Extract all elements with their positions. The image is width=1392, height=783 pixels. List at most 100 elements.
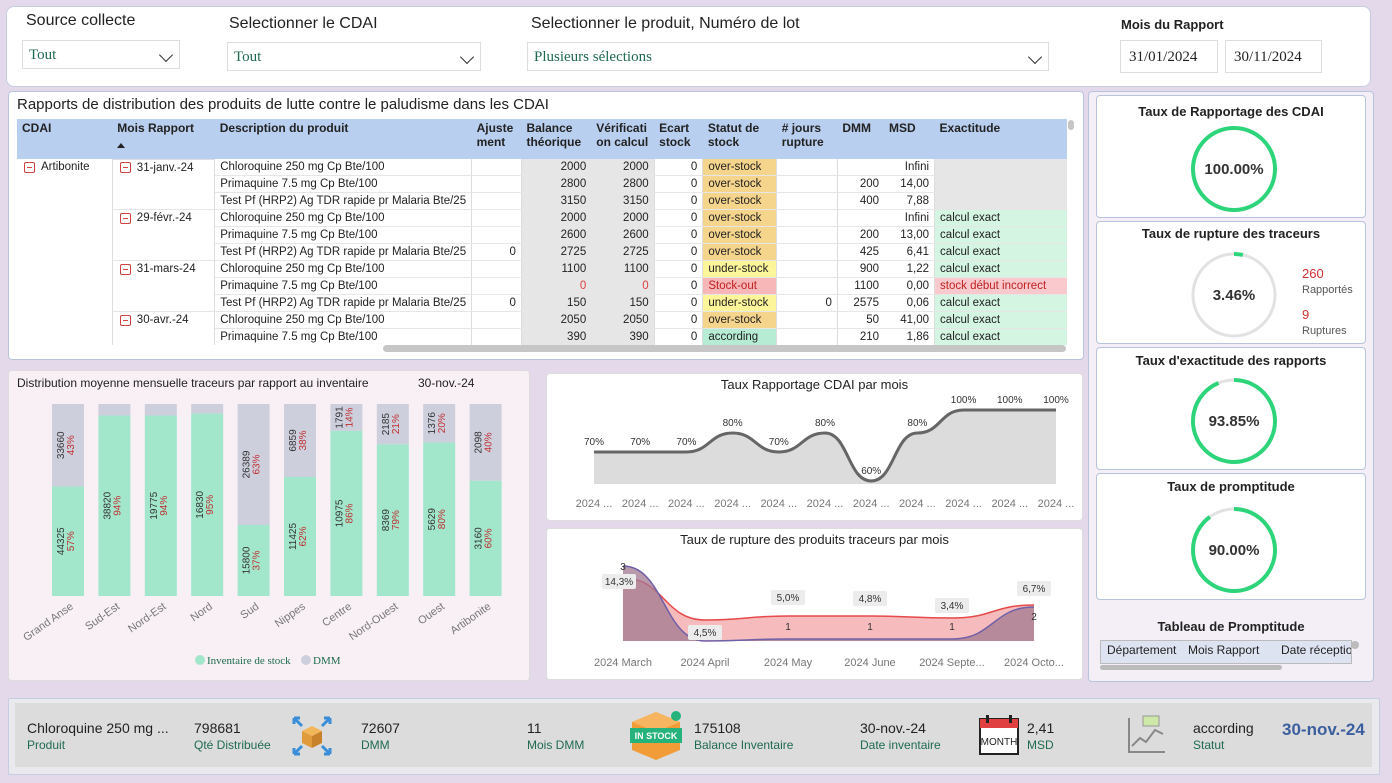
col-header[interactable]: Description du produit — [214, 119, 472, 159]
chevron-down-icon — [158, 47, 174, 63]
exactitude-cell — [934, 175, 1067, 193]
adjust-cell: 0 — [471, 243, 522, 261]
bar-inventaire[interactable] — [52, 486, 84, 596]
month-cell — [111, 243, 216, 261]
col-header[interactable]: Ecart stock — [654, 119, 703, 159]
start-date-input[interactable]: 31/01/2024 — [1120, 40, 1218, 73]
month-cell — [111, 175, 216, 193]
collapse-icon[interactable] — [119, 161, 131, 173]
dmm-label: 2098 — [474, 431, 485, 454]
bar-inventaire[interactable] — [191, 413, 224, 596]
product-dropdown-value: Plusieurs sélections — [534, 49, 652, 65]
table-row: 30-avr.-24 Chloroquine 250 mg Cp Bte/100 2… — [17, 311, 1067, 329]
col-header[interactable]: Mois Rapport — [112, 119, 215, 159]
dmm-cell: 50 — [837, 311, 885, 329]
ring-progress — [1233, 252, 1244, 257]
bar-inventaire[interactable] — [144, 415, 177, 596]
bar-dmm[interactable] — [52, 404, 84, 487]
bar-dmm[interactable] — [284, 404, 316, 477]
rupture-days-cell — [776, 311, 838, 329]
end-date-input[interactable]: 30/11/2024 — [1225, 40, 1322, 73]
balance-cell: 1100 — [521, 260, 592, 278]
bar-inventaire[interactable] — [376, 444, 409, 596]
dmm-cell: 200 — [837, 226, 885, 244]
chevron-down-icon — [459, 49, 475, 65]
bar-dmm[interactable] — [237, 404, 270, 525]
bar-dmm[interactable] — [144, 404, 177, 416]
col-header[interactable]: # jours rupture — [776, 119, 838, 159]
col-header[interactable]: DMM — [837, 119, 885, 159]
bar-dmm[interactable] — [423, 404, 456, 443]
collapse-icon[interactable] — [119, 314, 131, 326]
adjust-cell — [471, 175, 522, 193]
product-dropdown[interactable]: Plusieurs sélections — [527, 42, 1049, 71]
product-cell: Primaquine 7.5 mg Cp Bte/100 — [214, 226, 473, 244]
inventaire-label: 11425 — [288, 523, 299, 551]
col-date-reception[interactable]: Date réceptio — [1281, 643, 1351, 657]
inventaire-pct: 57% — [66, 531, 77, 551]
source-dropdown[interactable]: Tout — [22, 40, 180, 69]
col-header[interactable]: Vérificati on calcul — [591, 119, 655, 159]
bar-dmm[interactable] — [330, 404, 363, 431]
bar-chart-date: 30-nov.-24 — [418, 376, 475, 390]
footer-product-value: Chloroquine 250 mg ... — [27, 720, 169, 736]
bar-inventaire[interactable] — [237, 524, 270, 596]
kpi-rupture-value: 3.46% — [1212, 287, 1256, 304]
collapse-icon[interactable] — [24, 161, 35, 173]
col-header[interactable]: Balance théorique — [521, 119, 592, 159]
col-header[interactable]: CDAI — [17, 119, 113, 159]
ecart-cell: 0 — [654, 328, 704, 345]
kpi-exactitude: Taux d'exactitude des rapports 93.85% — [1096, 347, 1366, 470]
bar-dmm[interactable] — [98, 404, 131, 416]
dmm-label: 33660 — [56, 431, 67, 459]
promptitude-scrollbar[interactable] — [1100, 665, 1282, 670]
vertical-scrollbar[interactable] — [1068, 120, 1074, 130]
product-cell: Chloroquine 250 mg Cp Bte/100 — [214, 311, 473, 329]
x-tick-label: 2024 ... — [576, 498, 613, 510]
rupture-ring — [1191, 252, 1277, 338]
footer-product-label: Produit — [27, 738, 66, 752]
inventaire-label: 38820 — [102, 491, 113, 519]
ruptures-count: 9 — [1302, 307, 1310, 322]
exactitude-cell: calcul exact — [934, 243, 1067, 261]
col-header[interactable]: Exactitude — [934, 119, 1067, 159]
col-header[interactable]: Statut de stock — [702, 119, 777, 159]
in-stock-icon-label: IN STOCK — [635, 731, 678, 741]
cdai-dropdown[interactable]: Tout — [227, 42, 481, 71]
inventaire-label: 16830 — [195, 490, 206, 518]
footer-inner — [15, 703, 1372, 767]
table-title: Rapports de distribution des produits de… — [17, 96, 549, 113]
bar-inventaire[interactable] — [423, 442, 456, 596]
bar-inventaire[interactable] — [98, 415, 131, 596]
bar-inventaire[interactable] — [330, 430, 363, 596]
collapse-icon[interactable] — [119, 263, 131, 275]
month-cell — [111, 294, 216, 312]
x-tick-label: 2024 ... — [991, 498, 1028, 510]
promptitude-scroll-dot[interactable] — [1351, 641, 1359, 649]
horizontal-scrollbar[interactable] — [383, 345, 1066, 352]
collapse-icon[interactable] — [119, 212, 131, 224]
kpi-rupture-title: Taux de rupture des traceurs — [1141, 226, 1321, 241]
category-label: Nord-Est — [126, 601, 168, 636]
bar-inventaire[interactable] — [284, 476, 316, 596]
col-mois-rapport[interactable]: Mois Rapport — [1188, 643, 1260, 657]
balance-cell: 2725 — [521, 243, 592, 261]
cdai-cell — [17, 193, 112, 210]
balance-cell: 2050 — [521, 311, 592, 329]
inventaire-pct: 94% — [112, 496, 123, 516]
bar-dmm[interactable] — [469, 404, 502, 481]
cdai-cell — [17, 295, 112, 312]
point-label: 100% — [951, 395, 977, 406]
count-label: 1 — [785, 622, 791, 633]
col-header[interactable]: Ajuste ment — [471, 119, 522, 159]
bar-inventaire[interactable] — [469, 480, 502, 596]
bar-chart-title: Distribution moyenne mensuelle traceurs … — [17, 376, 369, 390]
adjust-cell — [471, 328, 522, 345]
status-cell: over-stock — [702, 192, 778, 210]
col-header[interactable]: MSD — [884, 119, 935, 159]
kpi-promptitude-value: 90.00% — [1208, 542, 1260, 559]
bar-dmm[interactable] — [376, 404, 409, 445]
bar-dmm[interactable] — [191, 404, 224, 414]
ring-progress — [1191, 507, 1277, 593]
col-departement[interactable]: Département — [1107, 643, 1177, 657]
